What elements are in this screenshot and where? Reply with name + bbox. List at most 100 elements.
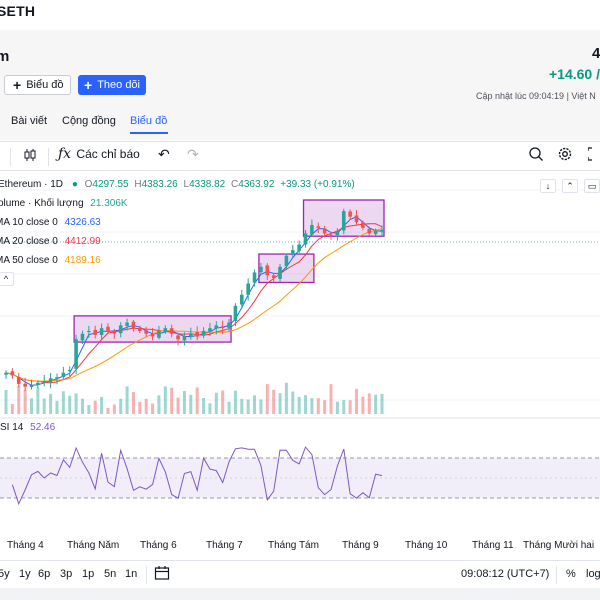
candle-body	[303, 233, 308, 245]
toolbar-divider	[10, 148, 11, 166]
volume-bar	[253, 395, 257, 414]
volume-bar	[348, 400, 352, 414]
moving-average-lines	[5, 216, 383, 386]
range-3m[interactable]: 3p	[60, 568, 73, 580]
volume-bar	[176, 397, 180, 414]
undo-icon[interactable]: ↶	[158, 146, 170, 162]
indicators-label: Các chỉ báo	[76, 147, 140, 161]
candle-body	[233, 305, 238, 321]
calendar-icon[interactable]	[154, 565, 170, 584]
redo-icon[interactable]: ↷	[187, 146, 199, 162]
close-label: C	[231, 179, 239, 190]
tab-community[interactable]: Cộng đồng	[62, 115, 116, 127]
indicators-button[interactable]: ƒx Các chỉ báo	[58, 146, 140, 162]
candle-body	[112, 331, 117, 334]
volume-bar	[202, 398, 206, 414]
rsi-legend: SI 14 52.46	[0, 422, 55, 433]
volume-value: 21.306K	[90, 198, 128, 209]
range-1d[interactable]: 1n	[125, 568, 138, 580]
volume-legend: olume · Khối lượng 21.306K	[0, 198, 128, 209]
follow-button[interactable]: + Theo dõi	[78, 75, 146, 95]
ma10-label: MA 10 close 0	[0, 217, 58, 228]
log-toggle[interactable]: log	[586, 568, 600, 580]
volume-bar	[367, 393, 371, 414]
candle-body	[214, 325, 219, 329]
range-1y[interactable]: 1y	[19, 568, 31, 580]
symbol-name: m	[0, 48, 10, 65]
ma10-legend: MA 10 close 0 4326.63	[0, 217, 101, 228]
low-value: 4338.82	[189, 179, 226, 190]
volume-bar	[246, 399, 250, 414]
range-6m[interactable]: 6p	[38, 568, 51, 580]
volume-bar	[297, 397, 301, 414]
settings-gear-icon[interactable]	[557, 146, 573, 165]
volume-label: olume · Khối lượng	[0, 198, 84, 209]
volume-bar	[74, 393, 78, 414]
collapse-pane-button[interactable]: ⌃	[562, 179, 578, 193]
ma20-value: 4412.99	[64, 236, 101, 247]
volume-bar	[227, 401, 231, 414]
collapse-legend-button[interactable]: ^	[0, 272, 14, 286]
candle-body	[157, 330, 161, 338]
candlestick-type-icon[interactable]	[22, 147, 38, 166]
fullscreen-icon[interactable]	[587, 146, 600, 165]
volume-bar	[42, 398, 46, 414]
volume-bar	[106, 407, 110, 414]
current-time: 09:08:12 (UTC+7)	[461, 568, 550, 580]
candle-body	[87, 330, 91, 333]
candle-body	[163, 328, 168, 332]
candle-body	[29, 384, 34, 388]
range-5d[interactable]: 5n	[104, 568, 117, 580]
volume-bar	[214, 392, 218, 414]
maximize-pane-button[interactable]: ▭	[584, 179, 600, 193]
volume-bar	[68, 395, 72, 414]
candle-body	[67, 369, 72, 372]
chevron-up-icon: ^	[3, 274, 9, 284]
candle-body	[55, 377, 59, 379]
range-5y[interactable]: 5y	[0, 568, 10, 580]
price-value: 4	[592, 45, 600, 62]
ma50-line	[5, 228, 383, 382]
tab-chart[interactable]: Biểu đồ	[130, 115, 168, 127]
move-down-button[interactable]: ↓	[540, 179, 556, 193]
quick-search-icon[interactable]	[528, 146, 544, 165]
volume-bar	[329, 384, 333, 414]
volume-bar	[157, 395, 161, 414]
candle-body	[4, 372, 8, 375]
x-tick: Tháng 10	[405, 540, 448, 551]
volume-bar	[291, 391, 295, 414]
rsi-line	[11, 446, 383, 506]
volume-bar	[49, 393, 53, 414]
tab-posts[interactable]: Bài viết	[11, 115, 48, 127]
volume-bar	[182, 391, 186, 414]
toolbar-divider	[48, 148, 49, 166]
volume-bar	[55, 400, 59, 414]
volume-bar	[125, 386, 129, 414]
candle-body	[246, 283, 250, 295]
volume-bar	[304, 395, 308, 414]
volume-bar	[163, 386, 167, 414]
candle-body	[201, 330, 206, 336]
candle-body	[239, 294, 244, 305]
top-bar: SETH	[0, 0, 600, 30]
volume-bar	[259, 399, 263, 414]
x-tick: Tháng 9	[342, 540, 379, 551]
candle-body	[252, 272, 257, 283]
candle-body	[297, 244, 301, 251]
volume-bar	[316, 398, 320, 414]
volume-bar	[374, 394, 378, 414]
volume-bar	[10, 404, 14, 414]
volume-bar	[131, 392, 135, 414]
range-1m[interactable]: 1p	[82, 568, 95, 580]
candle-body	[335, 230, 340, 236]
chart-button[interactable]: + Biểu đồ	[4, 75, 71, 95]
percent-toggle[interactable]: %	[566, 568, 576, 580]
candle-body	[227, 322, 231, 328]
x-tick: Tháng Mười hai	[523, 540, 595, 551]
volume-bar	[151, 403, 155, 414]
candle-body	[99, 328, 104, 336]
volume-bar	[23, 390, 27, 414]
ma20-legend: MA 20 close 0 4412.99	[0, 236, 101, 247]
candle-body	[144, 330, 149, 334]
